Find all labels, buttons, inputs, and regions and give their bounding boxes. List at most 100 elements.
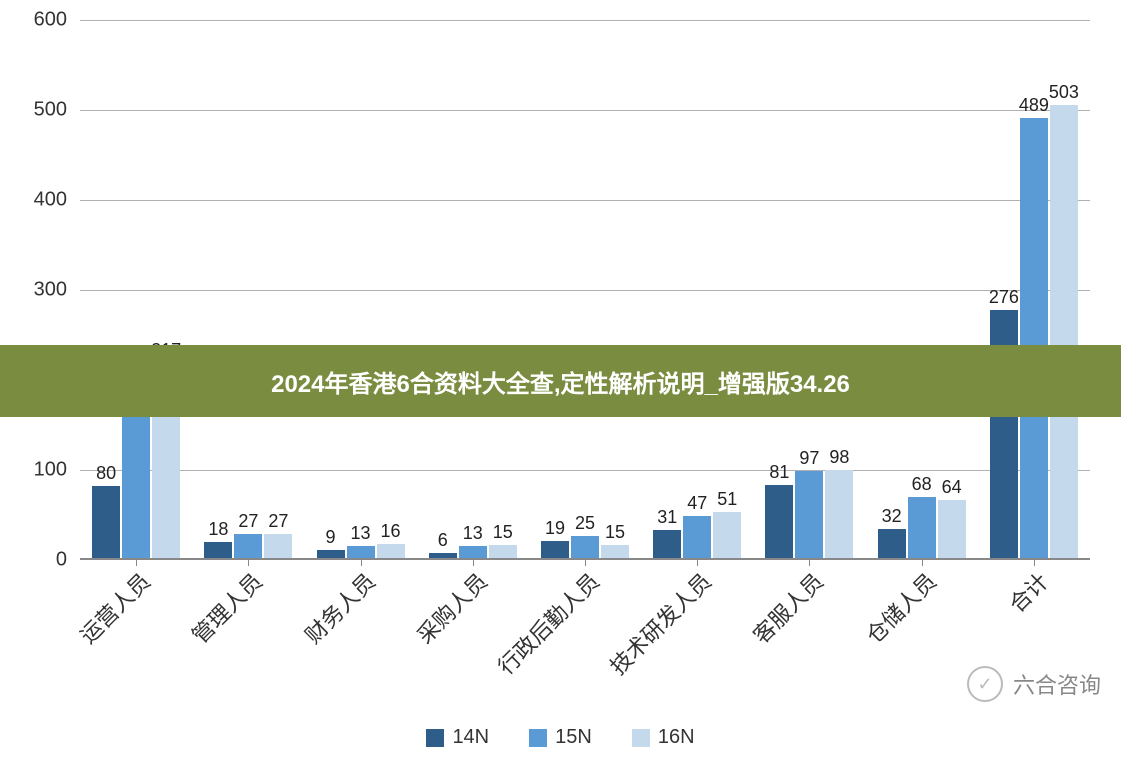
legend: 14N 15N 16N xyxy=(0,726,1121,749)
bar: 80 xyxy=(92,486,120,558)
legend-item: 14N xyxy=(426,726,489,749)
y-tick-label: 300 xyxy=(34,279,67,302)
bar-value-label: 18 xyxy=(208,519,228,542)
legend-item: 16N xyxy=(632,726,695,749)
bar-value-label: 81 xyxy=(769,462,789,485)
gridline xyxy=(80,20,1090,21)
bar-value-label: 15 xyxy=(605,522,625,545)
x-tick-label: 财务人员 xyxy=(296,565,381,650)
bar-group: 192515 xyxy=(541,536,629,559)
bar: 64 xyxy=(938,500,966,558)
x-tick xyxy=(248,558,249,566)
bar: 97 xyxy=(795,471,823,558)
bar-group: 326864 xyxy=(878,497,966,558)
bar: 51 xyxy=(713,512,741,558)
legend-swatch xyxy=(426,729,444,747)
x-tick xyxy=(136,558,137,566)
bar-value-label: 489 xyxy=(1019,95,1049,118)
bar-value-label: 13 xyxy=(463,523,483,546)
x-tick xyxy=(473,558,474,566)
legend-item: 15N xyxy=(529,726,592,749)
bar-value-label: 27 xyxy=(268,511,288,534)
watermark-icon: ✓ xyxy=(967,666,1003,702)
bar: 15 xyxy=(489,545,517,559)
y-tick-label: 500 xyxy=(34,99,67,122)
y-tick-label: 600 xyxy=(34,9,67,32)
legend-swatch xyxy=(529,729,547,747)
bar-value-label: 68 xyxy=(912,474,932,497)
x-tick-label: 运营人员 xyxy=(72,565,157,650)
bar: 27 xyxy=(264,534,292,558)
x-tick xyxy=(1034,558,1035,566)
x-tick xyxy=(697,558,698,566)
x-tick-label: 技术研发人员 xyxy=(602,565,718,681)
legend-label: 14N xyxy=(452,726,489,749)
bar-group: 91316 xyxy=(317,544,405,558)
x-tick-label: 行政后勤人员 xyxy=(490,565,606,681)
bar-value-label: 9 xyxy=(326,527,336,550)
bar-group: 61315 xyxy=(429,545,517,559)
y-tick-label: 0 xyxy=(56,549,67,572)
y-tick-label: 400 xyxy=(34,189,67,212)
bar-value-label: 13 xyxy=(351,523,371,546)
bar-value-label: 32 xyxy=(882,506,902,529)
bar: 6 xyxy=(429,553,457,558)
x-tick xyxy=(809,558,810,566)
bar: 503 xyxy=(1050,105,1078,558)
bar: 13 xyxy=(459,546,487,558)
bar: 32 xyxy=(878,529,906,558)
bar: 27 xyxy=(234,534,262,558)
bar: 13 xyxy=(347,546,375,558)
bar-group: 314751 xyxy=(653,512,741,558)
x-tick xyxy=(361,558,362,566)
x-tick-label: 管理人员 xyxy=(184,565,269,650)
bar: 98 xyxy=(825,470,853,558)
watermark: ✓ 六合咨询 xyxy=(967,666,1101,702)
bar-value-label: 6 xyxy=(438,530,448,553)
bar: 9 xyxy=(317,550,345,558)
x-tick-label: 仓储人员 xyxy=(857,565,942,650)
bar-value-label: 51 xyxy=(717,489,737,512)
bar-value-label: 47 xyxy=(687,493,707,516)
bar: 19 xyxy=(541,541,569,558)
bar-value-label: 16 xyxy=(381,521,401,544)
bar-value-label: 15 xyxy=(493,522,513,545)
bar: 489 xyxy=(1020,118,1048,558)
bar: 18 xyxy=(204,542,232,558)
bar-value-label: 31 xyxy=(657,507,677,530)
x-tick-label: 客服人员 xyxy=(745,565,830,650)
chart-container: 0100200300400500600 80199217182727913166… xyxy=(20,5,1100,645)
x-tick xyxy=(922,558,923,566)
bar: 47 xyxy=(683,516,711,558)
legend-swatch xyxy=(632,729,650,747)
x-tick-label: 采购人员 xyxy=(409,565,494,650)
bar-value-label: 98 xyxy=(829,447,849,470)
bar-value-label: 97 xyxy=(799,448,819,471)
gridline xyxy=(80,470,1090,471)
bar: 81 xyxy=(765,485,793,558)
bar: 15 xyxy=(601,545,629,559)
bar-value-label: 503 xyxy=(1049,82,1079,105)
bar: 16 xyxy=(377,544,405,558)
overlay-banner: 2024年香港6合资料大全查,定性解析说明_增强版34.26 xyxy=(0,345,1121,417)
legend-label: 16N xyxy=(658,726,695,749)
gridline xyxy=(80,110,1090,111)
bar-value-label: 27 xyxy=(238,511,258,534)
bar-group: 182727 xyxy=(204,534,292,558)
overlay-text: 2024年香港6合资料大全查,定性解析说明_增强版34.26 xyxy=(271,364,850,399)
legend-label: 15N xyxy=(555,726,592,749)
y-axis: 0100200300400500600 xyxy=(20,20,75,560)
bar-value-label: 25 xyxy=(575,513,595,536)
bar: 68 xyxy=(908,497,936,558)
x-tick-label: 合计 xyxy=(1001,565,1055,619)
bar-value-label: 64 xyxy=(942,477,962,500)
bar-value-label: 19 xyxy=(545,518,565,541)
bar-value-label: 276 xyxy=(989,287,1019,310)
bar: 25 xyxy=(571,536,599,559)
plot-area: 8019921718272791316613151925153147518197… xyxy=(80,20,1090,560)
gridline xyxy=(80,200,1090,201)
gridline xyxy=(80,290,1090,291)
bar-group: 276489503 xyxy=(990,105,1078,558)
x-tick xyxy=(585,558,586,566)
y-tick-label: 100 xyxy=(34,459,67,482)
